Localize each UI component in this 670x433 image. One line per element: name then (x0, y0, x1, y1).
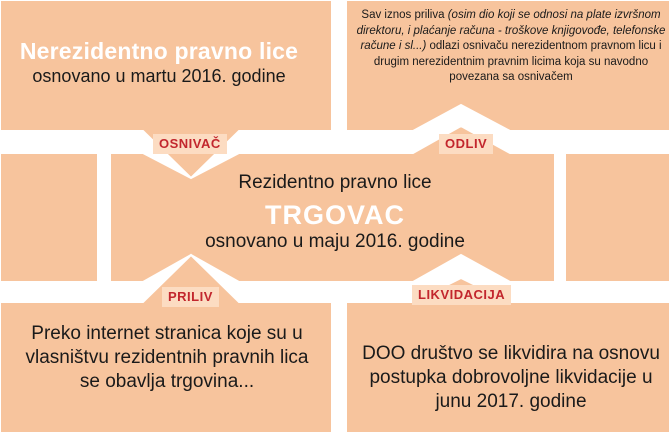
inflow-description: Preko internet stranica koje su u vlasni… (25, 323, 309, 392)
resident-entity-founded: osnovano u maju 2016. godine (205, 231, 465, 252)
resident-entity-label: Rezidentno pravno lice (238, 172, 432, 193)
tag-liquidation: LIKVIDACIJA (412, 285, 512, 305)
outflow-description: Sav iznos priliva (osim dio koji se odno… (352, 8, 670, 86)
panel-top-left (0, 0, 333, 180)
tag-outflow: ODLIV (439, 134, 494, 154)
nonresident-entity-title: Nerezidentno pravno lice (19, 38, 299, 64)
panel-right-edge (564, 152, 670, 283)
outflow-text-rest: odlazi osnivaču nerezidentnom pravnom li… (373, 40, 662, 83)
nonresident-entity-founded: osnovano u martu 2016. godine (32, 66, 286, 86)
panel-top-right (345, 0, 670, 132)
panel-left-edge (0, 152, 99, 283)
panel-bottom-left (0, 253, 333, 433)
outflow-text-lead: Sav iznos priliva (361, 9, 448, 21)
tag-inflow: PRILIV (162, 287, 219, 307)
panel-center (109, 124, 556, 283)
liquidation-description: DOO društvo se likvidira na osnovu postu… (362, 343, 660, 412)
tag-founder: OSNIVAČ (153, 134, 227, 154)
outflow-text-italic: (osim dio koji se odnosi na plate izvršn… (356, 9, 666, 52)
trader-title: TRGOVAC (265, 200, 405, 230)
